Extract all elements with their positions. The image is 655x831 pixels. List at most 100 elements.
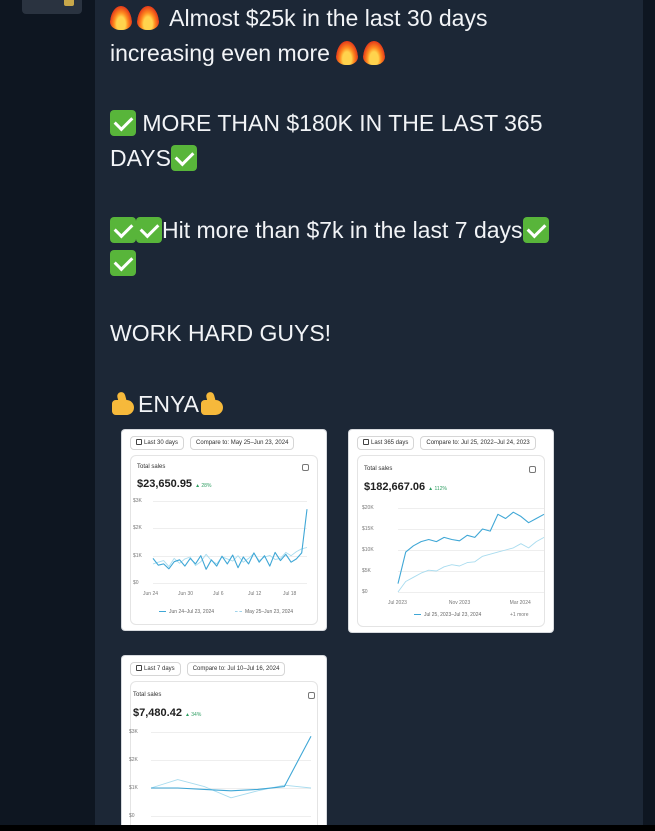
- x-tick-label: Jun 24: [143, 591, 159, 597]
- metric-value: $7,480.42 ▲ 34%: [133, 707, 202, 719]
- message-line-1: Almost $25k in the last 30 days: [110, 0, 630, 36]
- legend-line-icon: [414, 614, 421, 616]
- metric-label: Total sales: [137, 464, 166, 470]
- check-mark-icon: [110, 216, 136, 243]
- chat-gutter: [0, 0, 95, 831]
- series-line-current: [397, 511, 545, 584]
- message-line-6: [110, 245, 630, 281]
- chart-panel: Total sales $23,650.95 ▲ 28% Jun 24–Jul 2…: [130, 455, 318, 625]
- y-tick-label: $2K: [133, 525, 142, 532]
- fire-icon: [336, 40, 359, 65]
- y-tick-label: $15K: [362, 526, 374, 532]
- calendar-icon: [136, 439, 142, 445]
- metric-value: $23,650.95 ▲ 28%: [137, 478, 212, 490]
- sender-avatar[interactable]: [22, 0, 82, 14]
- y-tick-label: $2K: [129, 757, 138, 763]
- y-tick-label: $0: [362, 589, 368, 595]
- compare-selector[interactable]: Compare to: Jul 10–Jul 16, 2024: [186, 662, 286, 676]
- crown-icon: [64, 0, 74, 6]
- check-mark-icon: [110, 249, 136, 276]
- series-line-current: [152, 509, 308, 570]
- x-tick-label: Jul 6: [213, 591, 224, 597]
- gridline: [398, 508, 544, 509]
- legend-dash-icon: [235, 611, 242, 613]
- x-tick-label: Jul 18: [283, 591, 297, 597]
- legend-more-link[interactable]: +1 more: [510, 612, 529, 618]
- message-line-5: Hit more than $7k in the last 7 days: [110, 212, 630, 248]
- sales-card-365-days[interactable]: Last 365 days Compare to: Jul 25, 2022–J…: [349, 430, 553, 632]
- compare-selector[interactable]: Compare to: Jul 25, 2022–Jul 24, 2023: [420, 436, 536, 450]
- y-tick-label: $1K: [129, 785, 138, 791]
- y-tick-label: $10K: [362, 547, 374, 553]
- period-selector[interactable]: Last 30 days: [130, 436, 185, 450]
- gridline: [398, 529, 544, 530]
- chart-svg: [397, 511, 545, 593]
- legend-primary: Jun 24–Jul 23, 2024: [159, 609, 214, 615]
- check-mark-icon: [522, 216, 549, 243]
- chart-svg: [152, 509, 308, 570]
- inspect-icon[interactable]: [308, 692, 315, 699]
- change-badge: ▲ 28%: [195, 483, 212, 489]
- gridline: [153, 555, 307, 557]
- gridline: [153, 501, 307, 502]
- gridline: [398, 571, 544, 572]
- y-tick-label: $0: [129, 813, 135, 819]
- change-badge: ▲ 34%: [184, 712, 202, 718]
- thumbs-up-icon: [110, 391, 138, 417]
- check-mark-icon: [110, 109, 136, 136]
- series-line-comparison: [150, 779, 312, 799]
- fire-icon: [137, 5, 159, 30]
- fire-icon: [363, 40, 386, 65]
- gridline: [151, 760, 311, 761]
- y-tick-label: $1K: [133, 552, 142, 559]
- legend-primary: Jul 25, 2023–Jul 23, 2024: [414, 612, 481, 618]
- chart-panel: Total sales $7,480.42 ▲ 34% $3K $2K $1K $0: [129, 681, 318, 831]
- period-selector[interactable]: Last 365 days: [357, 436, 415, 450]
- x-tick-label: Jul 2023: [388, 600, 407, 606]
- compare-selector[interactable]: Compare to: May 25–Jun 23, 2024: [190, 436, 295, 450]
- change-badge: ▲ 112%: [428, 486, 447, 492]
- series-line-comparison: [397, 537, 545, 593]
- legend-compare: May 25–Jun 23, 2024: [235, 609, 293, 615]
- y-tick-label: $5K: [362, 568, 371, 574]
- period-selector[interactable]: Last 7 days: [130, 662, 181, 676]
- thumbs-up-icon: [199, 391, 227, 417]
- legend-line-icon: [159, 611, 166, 613]
- calendar-icon: [363, 439, 369, 445]
- message-line-4: DAYS: [110, 140, 630, 176]
- inspect-icon[interactable]: [529, 466, 536, 473]
- x-tick-label: Mar 2024: [509, 600, 531, 606]
- chart-panel: Total sales $182,667.06 ▲ 112% Jul 25, 20…: [357, 455, 545, 627]
- fire-icon: [110, 5, 132, 30]
- chat-gutter-right: [643, 0, 655, 831]
- chart-svg: [150, 735, 312, 799]
- sales-card-30-days[interactable]: Last 30 days Compare to: May 25–Jun 23, …: [122, 430, 326, 630]
- gridline: [151, 732, 311, 733]
- gridline: [153, 583, 307, 584]
- inspect-icon[interactable]: [302, 464, 309, 471]
- gridline: [153, 528, 307, 530]
- x-tick-label: Nov 2023: [448, 600, 471, 606]
- metric-label: Total sales: [364, 466, 393, 472]
- metric-label: Total sales: [133, 692, 162, 698]
- sales-card-7-days[interactable]: Last 7 days Compare to: Jul 10–Jul 16, 2…: [122, 656, 326, 831]
- bottom-edge: [0, 825, 655, 831]
- gridline: [398, 592, 544, 593]
- gridline: [151, 788, 311, 789]
- metric-value: $182,667.06 ▲ 112%: [364, 481, 447, 493]
- y-tick-label: $3K: [133, 498, 142, 504]
- calendar-icon: [136, 665, 142, 671]
- check-mark-icon: [170, 144, 197, 171]
- message-line-2: increasing even more: [110, 35, 630, 71]
- series-line-current: [151, 735, 312, 792]
- x-tick-label: Jun 30: [178, 591, 194, 597]
- y-tick-label: $3K: [129, 729, 138, 735]
- message-signature: ENYA: [110, 386, 630, 422]
- gridline: [398, 550, 544, 551]
- message-line-7: WORK HARD GUYS!: [110, 320, 332, 346]
- message-line-3: MORE THAN $180K IN THE LAST 365: [110, 105, 630, 141]
- y-tick-label: $0: [133, 580, 139, 586]
- gridline: [151, 816, 311, 817]
- x-tick-label: Jul 12: [248, 591, 262, 597]
- y-tick-label: $20K: [362, 505, 374, 511]
